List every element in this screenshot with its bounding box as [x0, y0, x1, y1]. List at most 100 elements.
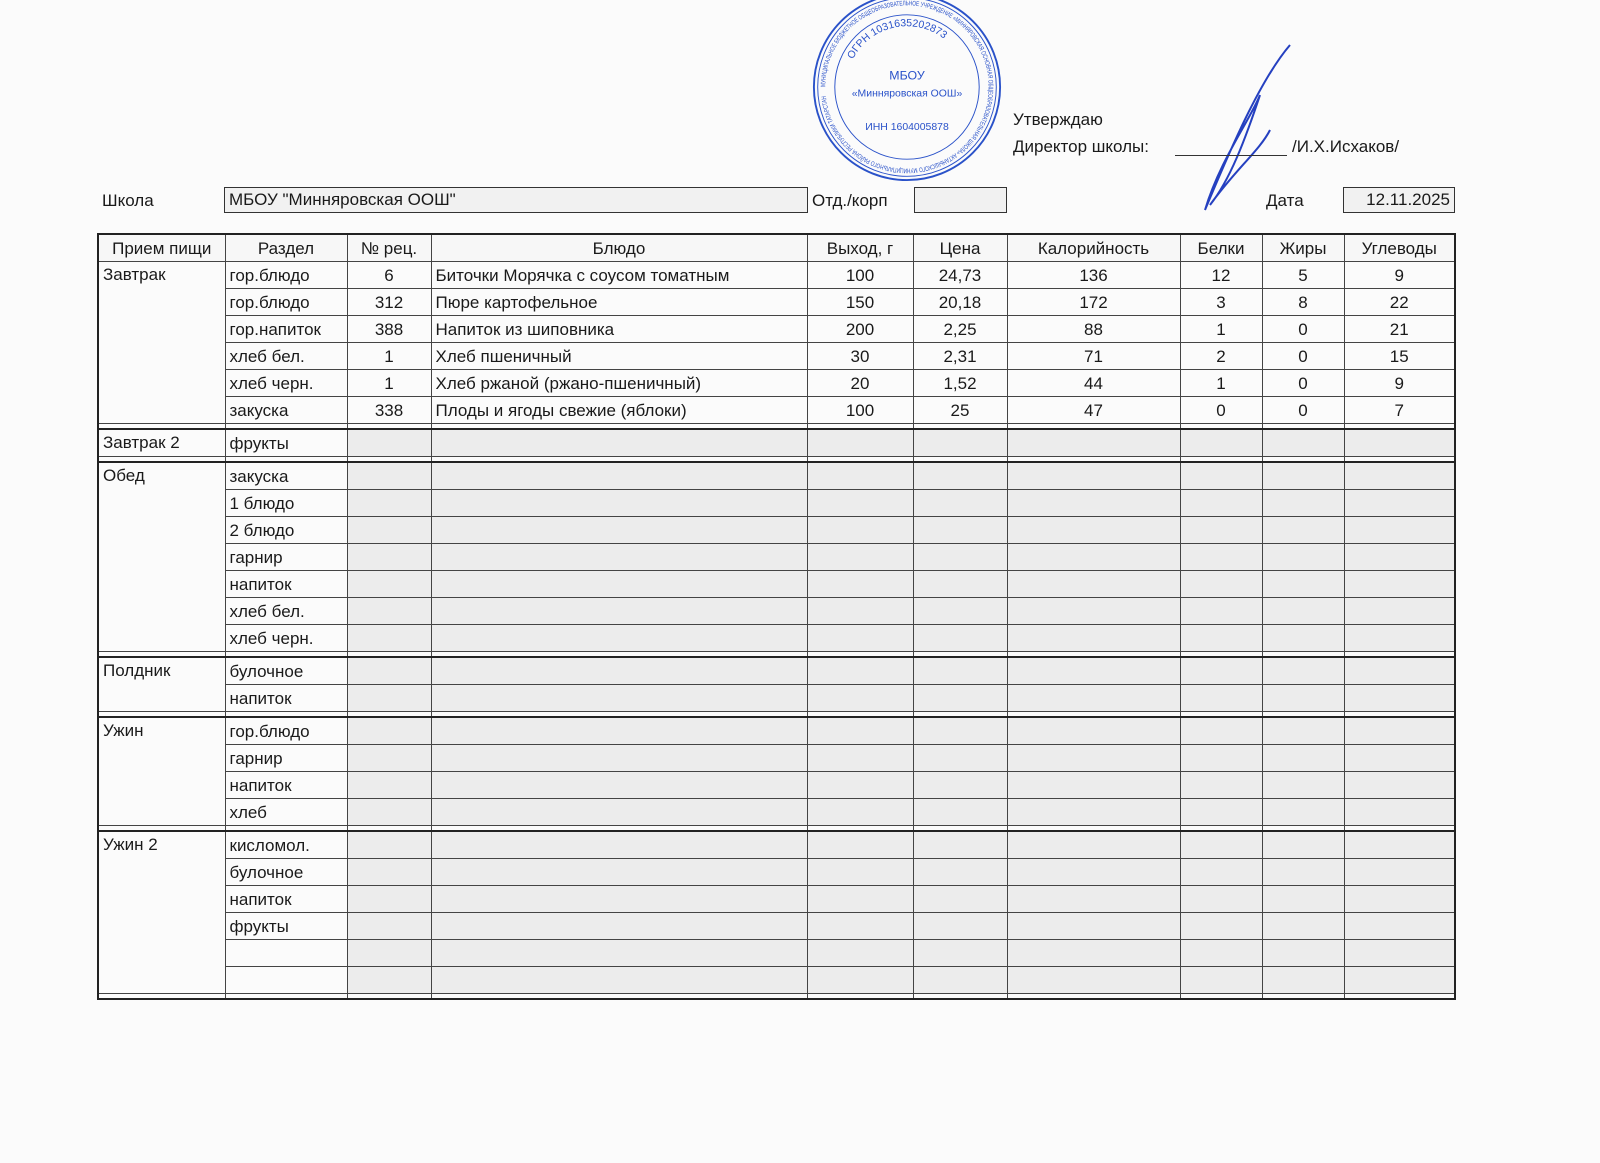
cell-fat[interactable]: 0: [1261, 369, 1345, 397]
cell-yield[interactable]: [806, 428, 914, 457]
cell-kcal[interactable]: 172: [1006, 288, 1181, 316]
cell-section[interactable]: фрукты: [224, 428, 348, 457]
cell-yield[interactable]: [806, 543, 914, 571]
cell-dish[interactable]: [430, 461, 808, 490]
cell-section[interactable]: 2 блюдо: [224, 516, 348, 544]
cell-carbs[interactable]: [1343, 597, 1456, 625]
dept-field[interactable]: [914, 187, 1007, 213]
cell-yield[interactable]: [806, 516, 914, 544]
cell-fat[interactable]: [1261, 597, 1345, 625]
cell-yield[interactable]: 150: [806, 288, 914, 316]
cell-yield[interactable]: [806, 461, 914, 490]
cell-carbs[interactable]: [1343, 771, 1456, 799]
date-field[interactable]: 12.11.2025: [1343, 187, 1455, 213]
cell-price[interactable]: [912, 489, 1008, 517]
cell-carbs[interactable]: [1343, 716, 1456, 745]
cell-protein[interactable]: [1179, 966, 1263, 994]
cell-recipe[interactable]: [346, 966, 432, 994]
cell-protein[interactable]: [1179, 461, 1263, 490]
cell-price[interactable]: [912, 543, 1008, 571]
cell-fat[interactable]: 5: [1261, 261, 1345, 289]
cell-protein[interactable]: [1179, 744, 1263, 772]
cell-fat[interactable]: [1261, 624, 1345, 652]
cell-yield[interactable]: [806, 489, 914, 517]
cell-price[interactable]: 2,31: [912, 342, 1008, 370]
cell-protein[interactable]: [1179, 428, 1263, 457]
cell-dish[interactable]: [430, 489, 808, 517]
cell-dish[interactable]: [430, 771, 808, 799]
cell-yield[interactable]: [806, 798, 914, 826]
cell-section[interactable]: напиток: [224, 771, 348, 799]
cell-recipe[interactable]: [346, 461, 432, 490]
cell-kcal[interactable]: [1006, 597, 1181, 625]
cell-protein[interactable]: 1: [1179, 369, 1263, 397]
cell-kcal[interactable]: 136: [1006, 261, 1181, 289]
cell-recipe[interactable]: [346, 744, 432, 772]
cell-yield[interactable]: 200: [806, 315, 914, 343]
cell-fat[interactable]: [1261, 543, 1345, 571]
cell-section[interactable]: [224, 966, 348, 994]
cell-recipe[interactable]: [346, 798, 432, 826]
cell-carbs[interactable]: 21: [1343, 315, 1456, 343]
school-field[interactable]: МБОУ "Минняровская ООШ": [224, 187, 808, 213]
cell-price[interactable]: [912, 830, 1008, 859]
cell-kcal[interactable]: [1006, 461, 1181, 490]
cell-yield[interactable]: [806, 744, 914, 772]
cell-fat[interactable]: 0: [1261, 315, 1345, 343]
cell-section[interactable]: хлеб бел.: [224, 342, 348, 370]
cell-fat[interactable]: [1261, 570, 1345, 598]
cell-section[interactable]: гор.напиток: [224, 315, 348, 343]
cell-price[interactable]: 1,52: [912, 369, 1008, 397]
cell-carbs[interactable]: [1343, 461, 1456, 490]
cell-kcal[interactable]: [1006, 624, 1181, 652]
cell-section[interactable]: напиток: [224, 684, 348, 712]
cell-dish[interactable]: [430, 858, 808, 886]
cell-section[interactable]: напиток: [224, 885, 348, 913]
cell-protein[interactable]: 2: [1179, 342, 1263, 370]
cell-price[interactable]: [912, 624, 1008, 652]
cell-recipe[interactable]: [346, 543, 432, 571]
cell-yield[interactable]: [806, 684, 914, 712]
cell-protein[interactable]: [1179, 656, 1263, 685]
cell-fat[interactable]: 8: [1261, 288, 1345, 316]
cell-fat[interactable]: [1261, 428, 1345, 457]
cell-carbs[interactable]: [1343, 684, 1456, 712]
cell-section[interactable]: закуска: [224, 396, 348, 424]
cell-protein[interactable]: [1179, 597, 1263, 625]
cell-recipe[interactable]: [346, 656, 432, 685]
cell-recipe[interactable]: 338: [346, 396, 432, 424]
cell-kcal[interactable]: 88: [1006, 315, 1181, 343]
cell-kcal[interactable]: [1006, 543, 1181, 571]
cell-yield[interactable]: [806, 716, 914, 745]
cell-yield[interactable]: [806, 570, 914, 598]
cell-fat[interactable]: [1261, 912, 1345, 940]
cell-section[interactable]: булочное: [224, 858, 348, 886]
cell-fat[interactable]: [1261, 489, 1345, 517]
cell-section[interactable]: закуска: [224, 461, 348, 490]
cell-dish[interactable]: [430, 830, 808, 859]
cell-fat[interactable]: [1261, 771, 1345, 799]
cell-fat[interactable]: [1261, 516, 1345, 544]
cell-price[interactable]: [912, 597, 1008, 625]
cell-protein[interactable]: 1: [1179, 315, 1263, 343]
cell-yield[interactable]: 100: [806, 261, 914, 289]
cell-recipe[interactable]: [346, 597, 432, 625]
cell-yield[interactable]: [806, 624, 914, 652]
cell-carbs[interactable]: [1343, 744, 1456, 772]
cell-fat[interactable]: [1261, 830, 1345, 859]
cell-fat[interactable]: [1261, 966, 1345, 994]
cell-dish[interactable]: [430, 543, 808, 571]
cell-section[interactable]: напиток: [224, 570, 348, 598]
cell-kcal[interactable]: [1006, 744, 1181, 772]
cell-recipe[interactable]: [346, 516, 432, 544]
cell-yield[interactable]: 30: [806, 342, 914, 370]
cell-yield[interactable]: [806, 656, 914, 685]
cell-kcal[interactable]: [1006, 939, 1181, 967]
cell-section[interactable]: хлеб бел.: [224, 597, 348, 625]
cell-carbs[interactable]: 9: [1343, 261, 1456, 289]
cell-price[interactable]: 2,25: [912, 315, 1008, 343]
cell-fat[interactable]: [1261, 798, 1345, 826]
cell-dish[interactable]: Напиток из шиповника: [430, 315, 808, 343]
cell-recipe[interactable]: [346, 858, 432, 886]
cell-recipe[interactable]: [346, 570, 432, 598]
